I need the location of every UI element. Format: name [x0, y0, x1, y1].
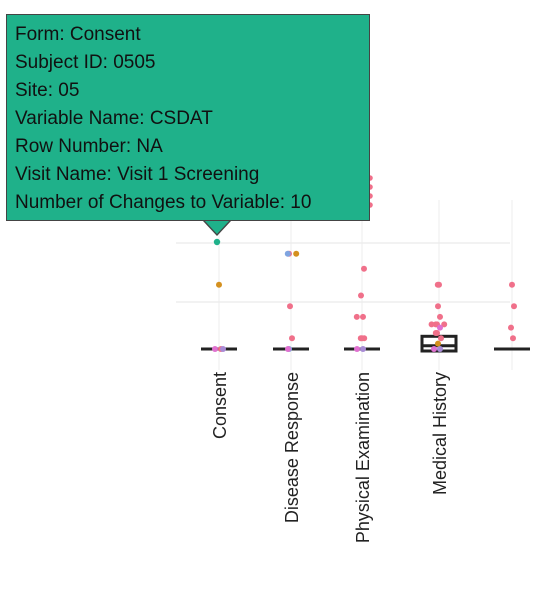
x-tick-label: Medical History	[430, 372, 450, 495]
data-point	[434, 281, 441, 288]
data-point	[353, 313, 360, 320]
data-point	[508, 324, 514, 331]
data-point	[431, 346, 437, 352]
tooltip-variable-name: Variable Name: CSDAT	[15, 108, 213, 129]
x-tick-label: Physical Examination	[353, 372, 373, 543]
data-point	[437, 324, 443, 331]
data-point	[360, 313, 366, 320]
tooltip-subject-id: Subject ID: 0505	[15, 52, 156, 73]
data-point	[284, 250, 291, 257]
data-point	[287, 303, 293, 310]
tooltip-arrow	[204, 220, 230, 234]
data-point	[432, 321, 439, 328]
data-point	[428, 321, 435, 328]
data-point	[354, 346, 360, 352]
data-point	[361, 335, 368, 342]
data-point	[437, 313, 443, 320]
data-point	[437, 346, 443, 352]
tooltip-number-of-changes: Number of Changes to Variable: 10	[15, 192, 312, 213]
data-point	[289, 335, 295, 342]
x-tick-label: Consent	[210, 372, 230, 439]
data-point	[438, 335, 444, 342]
data-point	[358, 292, 364, 299]
data-point	[511, 303, 517, 310]
data-point	[212, 346, 218, 352]
data-point	[510, 335, 516, 342]
data-point	[216, 281, 222, 288]
tooltip-site: Site: 05	[15, 80, 80, 101]
data-point	[361, 265, 367, 272]
data-point	[435, 340, 441, 347]
data-point	[213, 238, 221, 246]
hover-tooltip: Form: Consent Subject ID: 0505 Site: 05 …	[6, 14, 370, 221]
data-point	[285, 346, 291, 352]
data-point	[220, 346, 226, 352]
tooltip-row-number: Row Number: NA	[15, 136, 163, 157]
data-point	[432, 329, 439, 336]
data-point	[360, 346, 366, 352]
data-point	[293, 250, 300, 257]
data-point	[441, 321, 448, 328]
data-point	[509, 281, 515, 288]
x-tick-label: Disease Response	[282, 372, 302, 523]
data-point	[435, 303, 441, 310]
tooltip-visit-name: Visit Name: Visit 1 Screening	[15, 164, 260, 185]
tooltip-form: Form: Consent	[15, 24, 141, 45]
